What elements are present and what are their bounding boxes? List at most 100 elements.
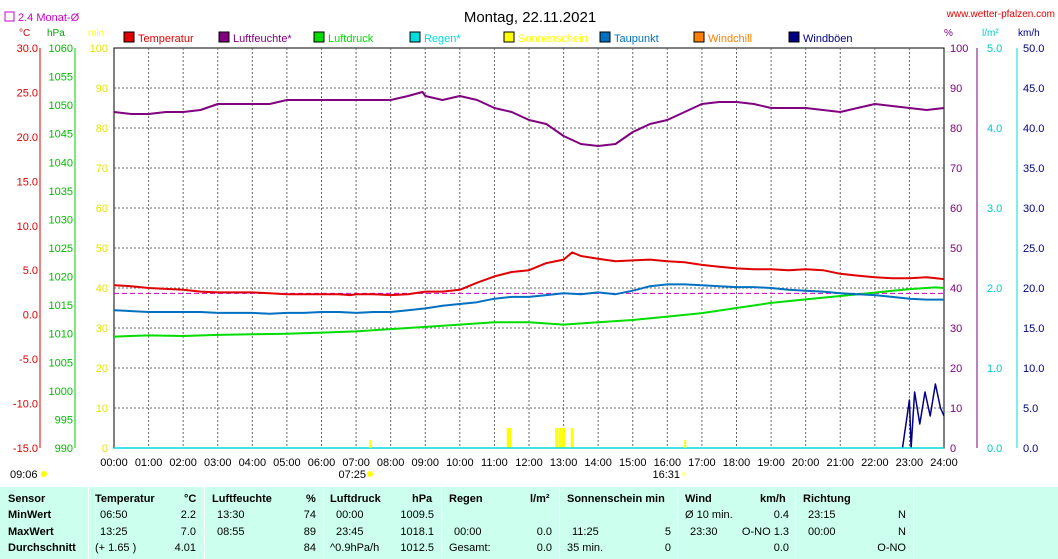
pressure-tick-label: 1015 <box>49 300 73 312</box>
rain-total-label: Gesamt: <box>449 542 491 554</box>
x-tick-label: 00:00 <box>100 457 128 469</box>
x-tick-label: 19:00 <box>757 457 785 469</box>
x-tick-label: 18:00 <box>723 457 751 469</box>
website-link[interactable]: www.wetter-pfalzen.com <box>946 9 1055 20</box>
x-tick-label: 21:00 <box>826 457 854 469</box>
x-tick-label: 10:00 <box>446 457 474 469</box>
temp-tick-label: 10.0 <box>17 221 38 233</box>
weather-chart: Montag, 22.11.2021 www.wetter-pfalzen.co… <box>4 9 1055 481</box>
legend-swatch <box>693 31 705 43</box>
axis-tick-labels: 30.0 25.0 20.0 15.0 10.0 5.0 0.0 -5.0 -10.0 -15.0… <box>13 43 1045 469</box>
legend-label: Luftfeuchte* <box>233 33 292 45</box>
pressure-tick-label: 1000 <box>49 386 73 398</box>
header-wind-unit: km/h <box>760 493 786 505</box>
temp-tick-label: 0.0 <box>23 310 38 322</box>
sun-tick-label: 30 <box>96 323 108 335</box>
legend-label: Windchill <box>708 33 752 45</box>
sun-tick-label: 80 <box>96 123 108 135</box>
pressure-tick-label: 1010 <box>49 329 73 341</box>
pressure-tick-label: 995 <box>55 414 73 426</box>
sunshine-bar <box>562 428 566 448</box>
max-sun-value: 5 <box>664 526 671 538</box>
row-label-max: MaxWert <box>8 526 54 538</box>
table-divider <box>88 486 89 559</box>
legend-label: Windböen <box>803 33 853 45</box>
max-sun-time: 11:25 <box>572 526 599 538</box>
sunshine-bar <box>558 428 562 448</box>
wind-tick-label: 15.0 <box>1023 323 1044 335</box>
temp-tick-label: 5.0 <box>23 265 38 277</box>
hum-unit: % <box>944 28 953 39</box>
min-wind-label: Ø 10 min. <box>685 509 733 521</box>
sun-unit: min <box>88 28 104 39</box>
legend-label: Taupunkt <box>614 33 659 45</box>
table-divider <box>204 486 205 559</box>
sunshine-bar <box>508 428 512 448</box>
header-wind: Wind <box>685 493 712 505</box>
hum-tick-label: 100 <box>950 43 968 55</box>
x-tick-label: 24:00 <box>930 457 958 469</box>
rain-tick-label: 0.0 <box>987 443 1002 455</box>
header-sensor: Sensor <box>8 493 46 505</box>
header-rain: Regen <box>449 493 483 505</box>
x-tick-label: 02:00 <box>169 457 197 469</box>
table-divider <box>323 486 324 559</box>
table-divider <box>795 486 796 559</box>
header-temperature: Temperatur <box>95 493 155 505</box>
series-line-luftdruck <box>113 286 945 338</box>
time-left-icon <box>41 471 47 477</box>
wind-tick-label: 5.0 <box>1023 403 1038 415</box>
sun-tick-label: 50 <box>96 243 108 255</box>
sun-tick-label: 40 <box>96 283 108 295</box>
x-tick-label: 06:00 <box>308 457 336 469</box>
max-rain-value: 0.0 <box>536 526 552 538</box>
wind-unit: km/h <box>1018 28 1040 39</box>
rain-tick-label: 5.0 <box>987 43 1002 55</box>
x-tick-label: 03:00 <box>204 457 232 469</box>
sunshine-bar <box>506 428 510 448</box>
max-dir-value: N <box>898 526 906 538</box>
hum-tick-label: 30 <box>950 323 962 335</box>
min-wind-value: 0.4 <box>773 509 789 521</box>
hum-tick-label: 60 <box>950 203 962 215</box>
table-divider <box>0 486 1058 487</box>
header-pressure: Luftdruck <box>330 493 381 505</box>
temp-tick-label: -10.0 <box>13 399 38 411</box>
legend-label: Regen* <box>424 33 461 45</box>
min-temp-time: 06:50 <box>100 509 128 521</box>
pressure-tick-label: 1060 <box>49 43 73 55</box>
sunshine-bar <box>555 428 559 448</box>
hum-tick-label: 0 <box>950 443 956 455</box>
max-temp-value: 7.0 <box>180 526 196 538</box>
temp-tick-label: -5.0 <box>19 354 38 366</box>
x-tick-label: 17:00 <box>688 457 716 469</box>
sunset-icon <box>681 471 687 477</box>
temp-tick-label: 15.0 <box>17 176 38 188</box>
legend-swatch <box>218 31 230 43</box>
grid-lines <box>114 48 944 448</box>
header-direction: Richtung <box>803 493 851 505</box>
legend-label: Luftdruck <box>328 33 374 45</box>
avg-wind-value: 0.0 <box>773 542 789 554</box>
wind-tick-label: 0.0 <box>1023 443 1038 455</box>
legend-swatch <box>409 31 421 43</box>
chart-title: Montag, 22.11.2021 <box>464 9 596 26</box>
temp-unit: °C <box>19 28 30 39</box>
series-line-windböen <box>901 383 945 449</box>
x-tick-label: 01:00 <box>135 457 163 469</box>
time-left-label: 09:06 <box>10 469 38 481</box>
legend-swatch <box>503 31 515 43</box>
max-temp-time: 13:25 <box>100 526 128 538</box>
row-label-min: MinWert <box>8 509 52 521</box>
pressure-tick-label: 1025 <box>49 243 73 255</box>
chart-legend: Temperatur Luftfeuchte* Luftdruck Regen* Son… <box>123 31 853 45</box>
x-tick-label: 23:00 <box>896 457 924 469</box>
x-tick-label: 16:00 <box>654 457 682 469</box>
x-tick-label: 08:00 <box>377 457 405 469</box>
wind-tick-label: 30.0 <box>1023 203 1044 215</box>
rain-unit: l/m² <box>982 28 999 39</box>
x-tick-label: 04:00 <box>239 457 267 469</box>
hum-tick-label: 90 <box>950 83 962 95</box>
max-wind-value: O-NO 1.3 <box>741 526 789 538</box>
max-hum-time: 08:55 <box>217 526 245 538</box>
